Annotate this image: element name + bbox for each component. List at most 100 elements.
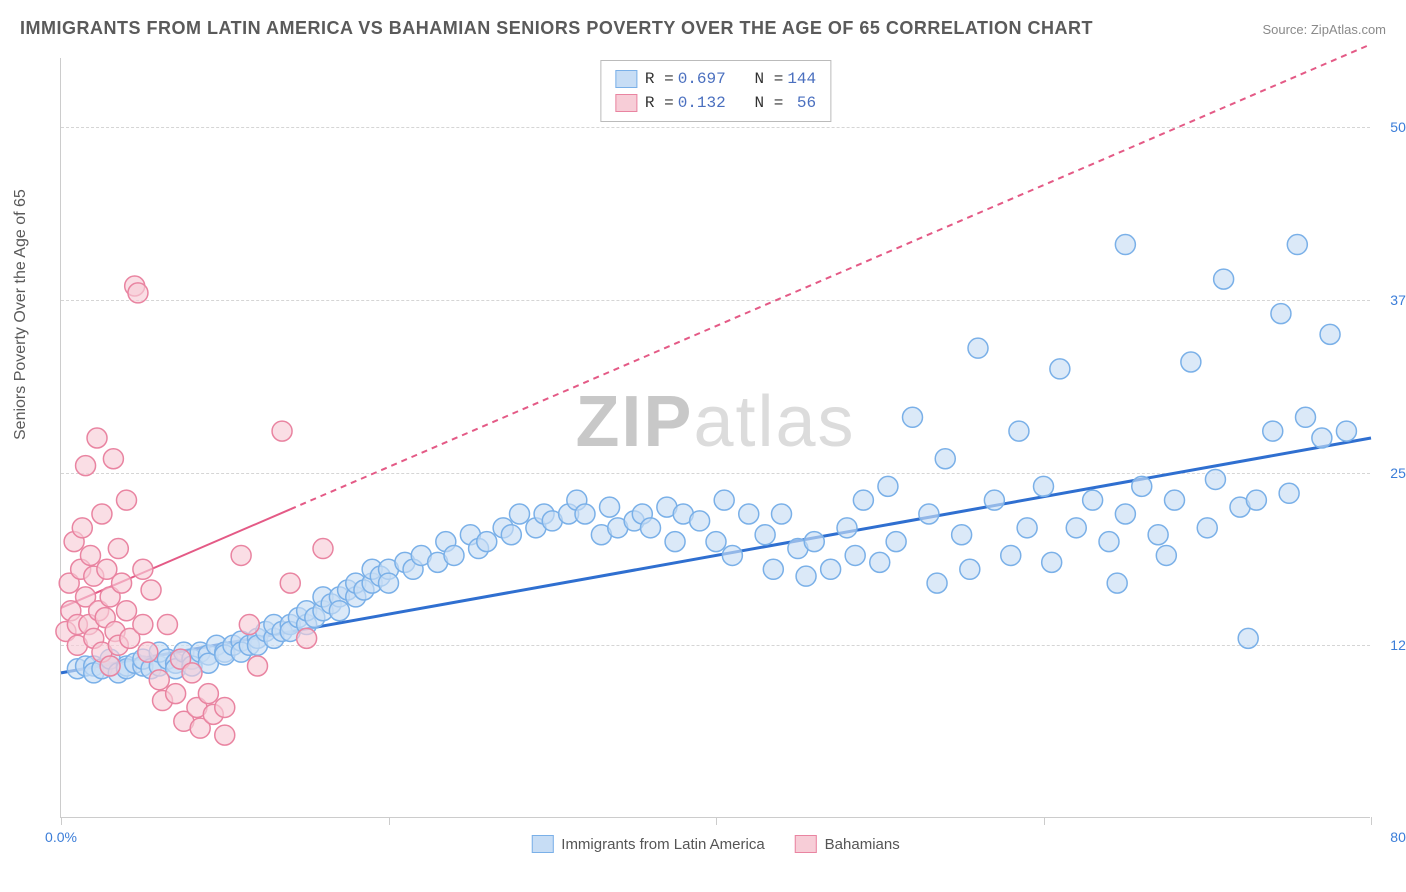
x-tick-label: 0.0% bbox=[45, 829, 77, 845]
data-point bbox=[1197, 518, 1217, 538]
data-point bbox=[248, 656, 268, 676]
data-point bbox=[501, 525, 521, 545]
data-point bbox=[149, 670, 169, 690]
correlation-legend: R =0.697 N =144R =0.132 N = 56 bbox=[600, 60, 831, 122]
data-point bbox=[72, 518, 92, 538]
legend-label: Immigrants from Latin America bbox=[561, 836, 764, 853]
scatter-plot bbox=[61, 58, 1370, 817]
x-tick-label: 80.0% bbox=[1375, 829, 1406, 845]
data-point bbox=[329, 601, 349, 621]
data-point bbox=[108, 539, 128, 559]
data-point bbox=[1066, 518, 1086, 538]
data-point bbox=[1148, 525, 1168, 545]
data-point bbox=[1287, 235, 1307, 255]
legend-item: Bahamians bbox=[795, 835, 900, 853]
data-point bbox=[112, 573, 132, 593]
data-point bbox=[1107, 573, 1127, 593]
data-point bbox=[665, 532, 685, 552]
data-point bbox=[313, 539, 333, 559]
legend-row: R =0.697 N =144 bbox=[615, 67, 816, 91]
data-point bbox=[280, 573, 300, 593]
data-point bbox=[117, 601, 137, 621]
data-point bbox=[141, 580, 161, 600]
legend-row: R =0.132 N = 56 bbox=[615, 91, 816, 115]
data-point bbox=[133, 559, 153, 579]
data-point bbox=[297, 628, 317, 648]
data-point bbox=[763, 559, 783, 579]
data-point bbox=[1271, 304, 1291, 324]
y-tick-label: 12.5% bbox=[1375, 637, 1406, 653]
series-legend: Immigrants from Latin America Bahamians bbox=[531, 835, 899, 853]
data-point bbox=[128, 283, 148, 303]
data-point bbox=[1042, 552, 1062, 572]
data-point bbox=[1050, 359, 1070, 379]
data-point bbox=[927, 573, 947, 593]
data-point bbox=[821, 559, 841, 579]
data-point bbox=[919, 504, 939, 524]
x-tick bbox=[389, 817, 390, 825]
data-point bbox=[231, 545, 251, 565]
data-point bbox=[600, 497, 620, 517]
data-point bbox=[1279, 483, 1299, 503]
data-point bbox=[796, 566, 816, 586]
x-tick bbox=[1044, 817, 1045, 825]
data-point bbox=[1034, 476, 1054, 496]
data-point bbox=[239, 615, 259, 635]
data-point bbox=[1296, 407, 1316, 427]
data-point bbox=[714, 490, 734, 510]
data-point bbox=[1246, 490, 1266, 510]
data-point bbox=[1205, 469, 1225, 489]
y-axis-label: Seniors Poverty Over the Age of 65 bbox=[12, 189, 30, 440]
data-point bbox=[878, 476, 898, 496]
data-point bbox=[100, 656, 120, 676]
data-point bbox=[157, 615, 177, 635]
data-point bbox=[1238, 628, 1258, 648]
data-point bbox=[1132, 476, 1152, 496]
data-point bbox=[1181, 352, 1201, 372]
legend-swatch bbox=[531, 835, 553, 853]
legend-swatch bbox=[795, 835, 817, 853]
data-point bbox=[103, 449, 123, 469]
data-point bbox=[804, 532, 824, 552]
data-point bbox=[1115, 235, 1135, 255]
data-point bbox=[444, 545, 464, 565]
data-point bbox=[1320, 324, 1340, 344]
data-point bbox=[960, 559, 980, 579]
data-point bbox=[76, 456, 96, 476]
data-point bbox=[138, 642, 158, 662]
data-point bbox=[968, 338, 988, 358]
data-point bbox=[272, 421, 292, 441]
data-point bbox=[690, 511, 710, 531]
legend-label: Bahamians bbox=[825, 836, 900, 853]
chart-title: IMMIGRANTS FROM LATIN AMERICA VS BAHAMIA… bbox=[20, 18, 1093, 39]
data-point bbox=[1214, 269, 1234, 289]
data-point bbox=[1009, 421, 1029, 441]
y-tick-label: 25.0% bbox=[1375, 465, 1406, 481]
data-point bbox=[1165, 490, 1185, 510]
y-tick-label: 50.0% bbox=[1375, 119, 1406, 135]
data-point bbox=[706, 532, 726, 552]
data-point bbox=[755, 525, 775, 545]
data-point bbox=[379, 573, 399, 593]
data-point bbox=[166, 684, 186, 704]
data-point bbox=[510, 504, 530, 524]
data-point bbox=[87, 428, 107, 448]
data-point bbox=[886, 532, 906, 552]
data-point bbox=[845, 545, 865, 565]
data-point bbox=[853, 490, 873, 510]
data-point bbox=[641, 518, 661, 538]
data-point bbox=[1312, 428, 1332, 448]
data-point bbox=[1115, 504, 1135, 524]
data-point bbox=[1156, 545, 1176, 565]
data-point bbox=[952, 525, 972, 545]
data-point bbox=[1083, 490, 1103, 510]
data-point bbox=[1099, 532, 1119, 552]
data-point bbox=[182, 663, 202, 683]
data-point bbox=[722, 545, 742, 565]
y-tick-label: 37.5% bbox=[1375, 292, 1406, 308]
legend-swatch bbox=[615, 94, 637, 112]
data-point bbox=[80, 545, 100, 565]
chart-area: ZIPatlas 12.5%25.0%37.5%50.0% 0.0%80.0% … bbox=[60, 58, 1370, 818]
x-tick bbox=[1371, 817, 1372, 825]
data-point bbox=[477, 532, 497, 552]
